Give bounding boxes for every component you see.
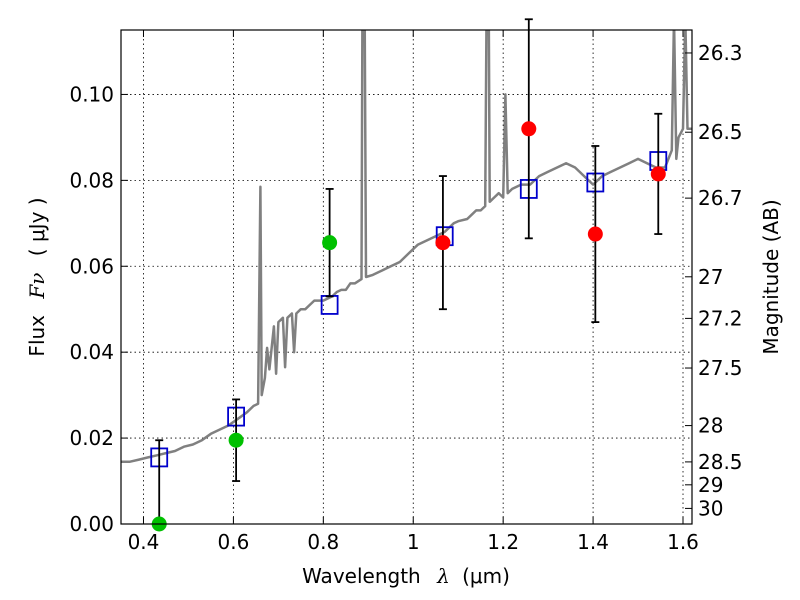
axes: 0.4 0.6 0.8 1 1.2 1.4 1.6 0.00 0.02 0.04 0.06 0.08 0… (69, 30, 743, 554)
mag-tick-label: 28.5 (698, 450, 743, 474)
x-tick-label: 1 (407, 530, 420, 554)
red-point-marker (521, 121, 537, 137)
y-tick-label: 0.04 (69, 340, 114, 364)
plot-background (121, 30, 692, 524)
green-point-marker (228, 432, 244, 448)
mag-tick-label: 27.5 (698, 356, 743, 380)
x-tick-label: 0.4 (128, 530, 160, 554)
green-point-marker (322, 235, 338, 251)
y-axis-label: Flux Fν ( μJy ) (25, 197, 49, 356)
x-tick-label: 0.6 (217, 530, 249, 554)
right-axis-label: Magnitude (AB) (759, 199, 783, 354)
red-point-marker (650, 166, 666, 182)
mag-tick-label: 28 (698, 414, 723, 438)
x-tick-label: 1.6 (667, 530, 699, 554)
mag-tick-label: 27.2 (698, 306, 743, 330)
error-bars (151, 18, 666, 532)
y-tick-label: 0.10 (69, 82, 114, 106)
mag-tick-label: 29 (698, 473, 723, 497)
mag-tick-label: 30 (698, 496, 723, 520)
x-axis-label: Wavelength λ (μm) (302, 564, 510, 588)
y-tick-label: 0.08 (69, 168, 114, 192)
x-tick-label: 1.4 (577, 530, 609, 554)
x-tick-label: 1.2 (487, 530, 519, 554)
mag-tick-label: 26.7 (698, 186, 743, 210)
y-tick-label: 0.06 (69, 254, 114, 278)
red-point-marker (435, 235, 451, 251)
mag-tick-label: 26.5 (698, 120, 743, 144)
mag-tick-label: 26.3 (698, 41, 743, 65)
red-point-marker (587, 226, 603, 242)
mag-tick-label: 27 (698, 265, 723, 289)
y-tick-label: 0.02 (69, 426, 114, 450)
y-tick-label: 0.00 (69, 512, 114, 536)
model-spectrum-line (121, 30, 692, 463)
x-tick-label: 0.8 (307, 530, 339, 554)
